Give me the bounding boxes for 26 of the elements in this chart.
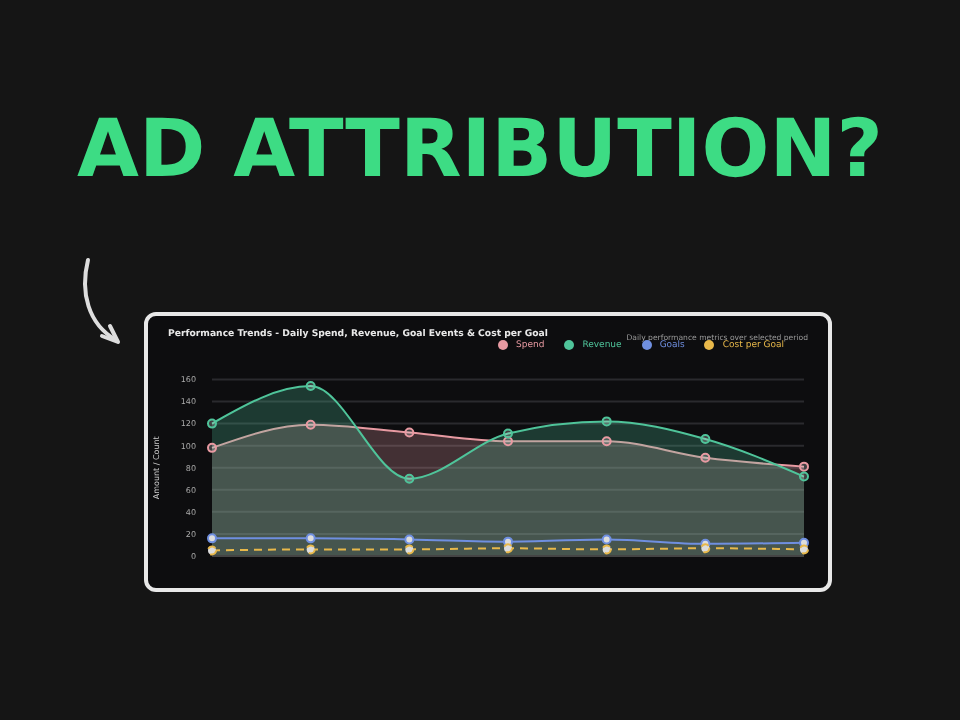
point [601,534,612,545]
point [305,419,316,430]
point [503,543,513,554]
point [404,534,415,545]
point [207,545,217,556]
point [799,471,809,482]
point [404,427,415,438]
point [305,381,316,392]
point [601,416,612,427]
point [207,418,217,429]
point [207,442,217,453]
point [503,428,513,439]
point [700,434,711,445]
point [700,452,711,463]
point [601,544,612,555]
chart-title: AD ATTRIBUTION? [75,104,885,196]
point [799,544,809,555]
point [700,543,711,554]
point [404,544,415,555]
point [404,473,415,484]
point [503,436,513,447]
point [305,544,316,555]
point [207,533,217,544]
point [799,461,809,472]
point [305,533,316,544]
point [601,436,612,447]
